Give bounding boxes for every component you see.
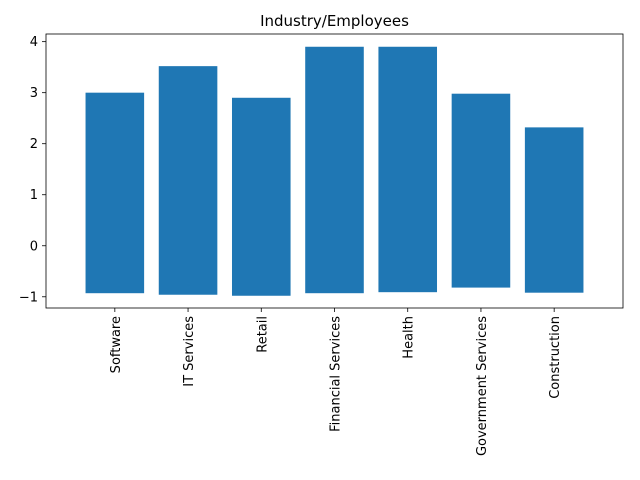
y-tick-label: −1 bbox=[19, 290, 38, 305]
x-axis: Software IT Services Retail Financial Servi… bbox=[109, 308, 563, 456]
x-tick-label: IT Services bbox=[182, 316, 197, 387]
x-tick-label: Retail bbox=[255, 316, 270, 353]
x-tick-label: Health bbox=[402, 316, 417, 359]
bar-1 bbox=[158, 66, 218, 295]
bar-5 bbox=[451, 93, 511, 288]
y-tick-label: 2 bbox=[30, 137, 38, 152]
bar-0 bbox=[85, 92, 145, 294]
bar-6 bbox=[524, 127, 584, 293]
bars-group bbox=[85, 46, 584, 296]
y-tick-label: 3 bbox=[30, 86, 38, 101]
y-tick-label: 1 bbox=[30, 188, 38, 203]
x-tick-label: Software bbox=[109, 316, 124, 373]
bar-3 bbox=[305, 46, 364, 294]
y-axis: −1 0 1 2 3 4 bbox=[19, 35, 46, 305]
y-tick-label: 4 bbox=[30, 35, 38, 50]
x-tick-label: Construction bbox=[548, 316, 563, 399]
bar-2 bbox=[231, 97, 291, 296]
plot-frame bbox=[45, 33, 624, 309]
bar-4 bbox=[378, 46, 438, 293]
x-tick-label: Financial Services bbox=[329, 316, 344, 432]
y-tick-label: 0 bbox=[30, 239, 38, 254]
chart-title: Industry/Employees bbox=[260, 12, 409, 30]
x-tick-label: Government Services bbox=[475, 316, 490, 456]
